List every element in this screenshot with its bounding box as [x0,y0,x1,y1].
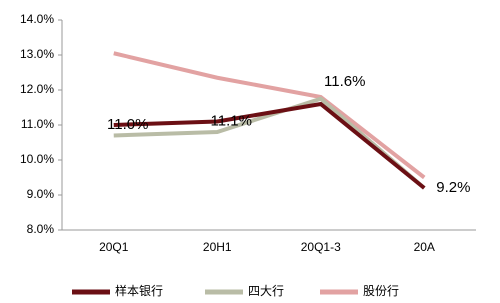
y-tick-label: 11.0% [21,117,54,131]
data-label: 11.0% [107,116,148,133]
y-tick-label: 12.0% [20,82,54,96]
data-label: 11.1% [211,112,252,129]
y-tick-label: 8.0% [27,222,55,236]
legend-label: 股份行 [363,284,399,298]
data-label: 9.2% [436,179,470,196]
x-tick-label: 20Q1 [99,240,129,254]
x-tick-label: 20A [414,240,435,254]
legend-label: 样本银行 [115,283,163,298]
y-tick-label: 9.0% [27,187,55,201]
x-tick-label: 20H1 [203,240,232,254]
series-line [113,101,426,190]
series-line [113,51,426,180]
y-tick-label: 10.0% [20,152,54,166]
data-label: 11.6% [324,73,365,90]
y-tick-label: 13.0% [20,47,54,61]
legend-label: 四大行 [248,284,284,298]
x-tick-label: 20Q1-3 [301,240,341,254]
y-tick-label: 14.0% [20,12,54,26]
series-line [113,96,426,190]
